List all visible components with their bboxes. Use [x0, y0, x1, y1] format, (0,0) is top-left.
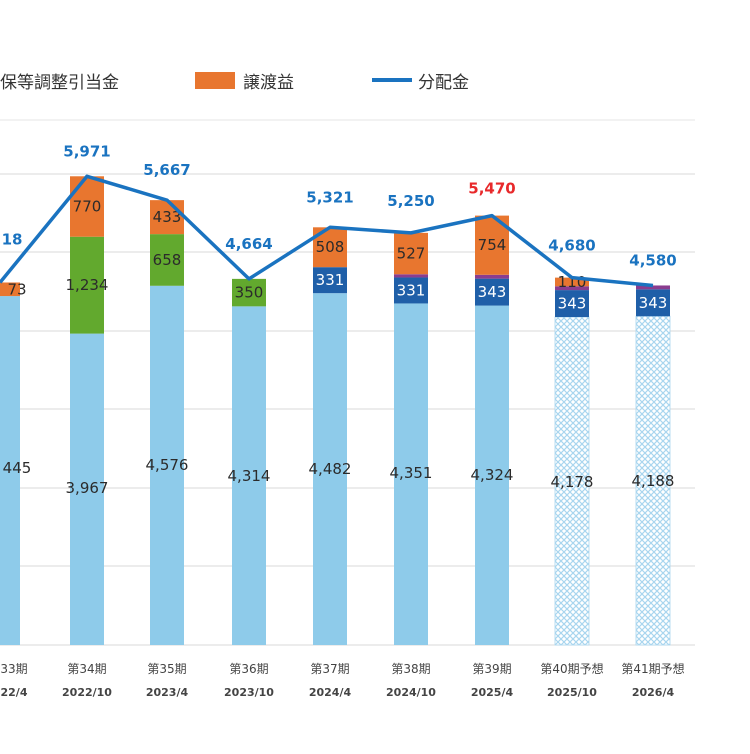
distribution-label-38: 5,250 [387, 192, 434, 210]
bar-base-35 [150, 285, 184, 645]
bar-base-38 [394, 303, 428, 645]
bar-top_sliver-38 [394, 274, 428, 278]
label-base-38: 4,351 [390, 464, 433, 482]
bar-base-37 [313, 293, 347, 645]
legend-label-adjust: 保等調整引当金 [0, 73, 119, 93]
label-internal-41: 343 [639, 294, 668, 312]
bar-adjust-36 [232, 278, 266, 307]
distribution-label-39: 5,470 [468, 180, 515, 198]
bar-base-33 [0, 296, 20, 645]
distribution-label-34: 5,971 [63, 142, 110, 160]
bar-top_sliver-40 [555, 286, 589, 291]
bar-transfer-34 [70, 176, 104, 237]
label-base-37: 4,482 [309, 460, 352, 478]
label-transfer-34: 770 [73, 197, 102, 215]
label-base-41: 4,188 [632, 472, 675, 490]
bar-internal-40 [555, 290, 589, 318]
x-tick-period: 第36期 [229, 662, 268, 676]
label-transfer-33: 73 [7, 280, 26, 298]
bar-base-36 [232, 306, 266, 645]
bar-top_sliver-39 [475, 274, 509, 279]
label-base-35: 4,576 [146, 456, 189, 474]
bar-transfer-38 [394, 232, 428, 275]
label-adjust-34: 1,234 [66, 276, 109, 294]
label-internal-38: 331 [397, 281, 426, 299]
label-internal-40: 343 [558, 295, 587, 313]
label-internal-39: 343 [478, 283, 507, 301]
x-tick-period: 第34期 [67, 662, 106, 676]
label-base-34: 3,967 [66, 479, 109, 497]
bar-base-34 [70, 333, 104, 645]
x-tick-date: 2023/10 [224, 686, 274, 699]
distribution-line: 18 5,971 5,667 4,664 5,321 5,250 5,470 4,680 4,5… [0, 142, 677, 288]
label-adjust-35: 658 [153, 251, 182, 269]
bar-base-39 [475, 305, 509, 645]
bar-internal-39 [475, 278, 509, 306]
legend: 保等調整引当金 譲渡益 分配金 [0, 72, 469, 93]
bar-adjust-35 [150, 234, 184, 286]
bar-internal-37 [313, 267, 347, 294]
x-tick-date: 2026/4 [632, 686, 675, 699]
distribution-label-37: 5,321 [306, 188, 353, 206]
legend-swatch-transfer [195, 72, 235, 89]
x-tick-period: 第39期 [472, 662, 511, 676]
x-tick-period: 第37期 [310, 662, 349, 676]
bar-base-41 [635, 315, 671, 646]
distribution-label-33: 18 [2, 230, 23, 248]
distribution-label-36: 4,664 [225, 235, 272, 253]
gridlines [0, 119, 695, 646]
label-transfer-37: 508 [316, 238, 345, 256]
x-tick-period: 第40期予想 [540, 661, 603, 676]
x-tick-date: 2024/4 [309, 686, 352, 699]
x-tick-date: 2025/4 [471, 686, 514, 699]
bar-adjust-34 [70, 236, 104, 334]
label-base-39: 4,324 [471, 466, 514, 484]
label-base-40: 4,178 [551, 473, 594, 491]
label-base-33: 445 [3, 459, 32, 477]
distribution-label-35: 5,667 [143, 161, 190, 179]
distribution-label-41: 4,580 [629, 251, 676, 269]
x-axis: 33期 22/4 第34期 2022/10 第35期 2023/4 第36期 2023/10 第… [0, 661, 684, 699]
bar-transfer-40 [555, 277, 589, 287]
label-transfer-39: 754 [478, 236, 507, 254]
label-internal-37: 331 [316, 271, 345, 289]
label-transfer-35: 433 [153, 208, 182, 226]
bar-internal-38 [394, 277, 428, 304]
x-tick-date: 2025/10 [547, 686, 597, 699]
distribution-label-40: 4,680 [548, 237, 595, 255]
x-tick-period: 33期 [0, 662, 27, 676]
bars [0, 176, 671, 646]
label-transfer-38: 527 [397, 245, 426, 263]
legend-label-distribution: 分配金 [418, 73, 469, 93]
label-base-36: 4,314 [228, 467, 271, 485]
x-tick-period: 第35期 [147, 662, 186, 676]
distribution-line-path [0, 174, 654, 288]
x-tick-date: 2024/10 [386, 686, 436, 699]
x-tick-date: 2023/4 [146, 686, 189, 699]
x-tick-period: 第41期予想 [621, 661, 684, 676]
label-adjust-36: 350 [235, 284, 264, 302]
legend-label-transfer: 譲渡益 [243, 73, 294, 93]
bar-transfer-35 [150, 200, 184, 235]
x-tick-date: 22/4 [1, 686, 28, 699]
bar-base-40 [554, 316, 590, 646]
x-tick-period: 第38期 [391, 662, 430, 676]
bar-top_sliver-41 [636, 285, 670, 290]
segment-labels: 445 73 3,967 1,234 770 4,576 658 433 4,314 350 4,4… [3, 197, 675, 497]
bar-internal-41 [636, 289, 670, 317]
bar-transfer-33 [0, 282, 20, 297]
x-tick-date: 2022/10 [62, 686, 112, 699]
